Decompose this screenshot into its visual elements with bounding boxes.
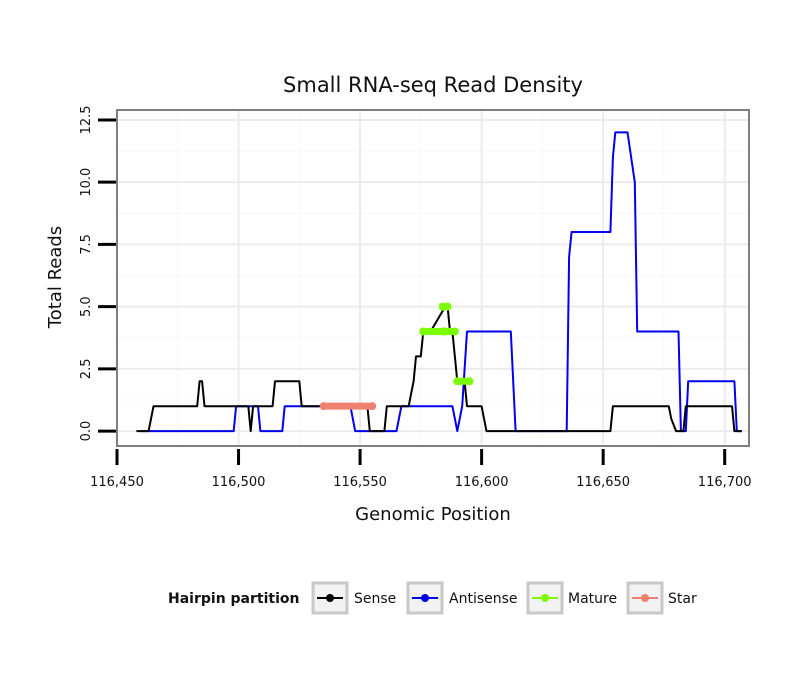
legend: Hairpin partition Sense Antisense Mature St… <box>168 581 697 615</box>
legend-marker-mature <box>541 594 549 602</box>
grid <box>117 110 749 446</box>
plot-panel <box>117 110 749 446</box>
chart-title: Small RNA-seq Read Density <box>283 73 583 97</box>
mature-point <box>443 302 452 311</box>
mature-point <box>419 327 428 336</box>
y-tick-label: 0.0 <box>79 421 94 442</box>
x-axis: 116,450 116,500 116,550 116,600 116,650 116,7… <box>90 449 752 490</box>
y-tick-label: 7.5 <box>79 234 94 255</box>
legend-label-antisense: Antisense <box>449 591 518 607</box>
legend-marker-star <box>641 594 649 602</box>
legend-label-sense: Sense <box>354 591 396 607</box>
mature-point <box>465 377 474 386</box>
highlight-layer <box>319 302 474 411</box>
plot-border <box>116 109 750 447</box>
legend-label-mature: Mature <box>568 591 617 607</box>
star-point <box>319 402 328 411</box>
legend-marker-antisense <box>421 594 429 602</box>
y-tick-label: 12.5 <box>79 105 94 134</box>
x-tick-label: 116,700 <box>698 475 752 490</box>
x-axis-title: Genomic Position <box>355 504 511 525</box>
y-tick-label: 2.5 <box>79 359 94 380</box>
legend-label-star: Star <box>668 591 697 607</box>
y-axis-title: Total Reads <box>45 226 66 329</box>
mature-point <box>450 327 459 336</box>
x-tick-label: 116,500 <box>212 475 266 490</box>
legend-marker-sense <box>326 594 334 602</box>
y-tick-label: 10.0 <box>79 168 94 197</box>
series-line-antisense <box>141 131 742 433</box>
y-tick-label: 5.0 <box>79 296 94 317</box>
x-tick-label: 116,600 <box>455 475 509 490</box>
x-tick-label: 116,650 <box>576 475 630 490</box>
x-tick-label: 116,450 <box>90 475 144 490</box>
legend-title: Hairpin partition <box>168 591 299 607</box>
star-point <box>368 402 377 411</box>
mature-point <box>441 327 450 336</box>
mature-point <box>453 377 462 386</box>
y-axis: 0.0 2.5 5.0 7.5 10.0 12.5 <box>79 105 116 441</box>
x-tick-label: 116,550 <box>333 475 387 490</box>
